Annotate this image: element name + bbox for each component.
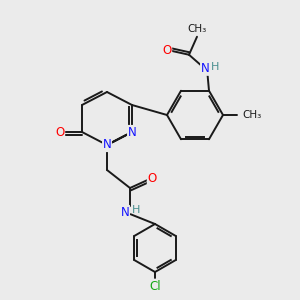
Text: N: N <box>121 206 129 218</box>
Text: O: O <box>162 44 172 57</box>
Text: N: N <box>201 62 209 75</box>
Text: H: H <box>132 205 140 215</box>
Text: Cl: Cl <box>149 280 161 292</box>
Text: CH₃: CH₃ <box>242 110 261 120</box>
Text: N: N <box>128 125 136 139</box>
Text: N: N <box>103 139 111 152</box>
Text: O: O <box>147 172 157 184</box>
Text: O: O <box>56 125 64 139</box>
Text: H: H <box>211 62 219 72</box>
Text: CH₃: CH₃ <box>188 24 207 34</box>
